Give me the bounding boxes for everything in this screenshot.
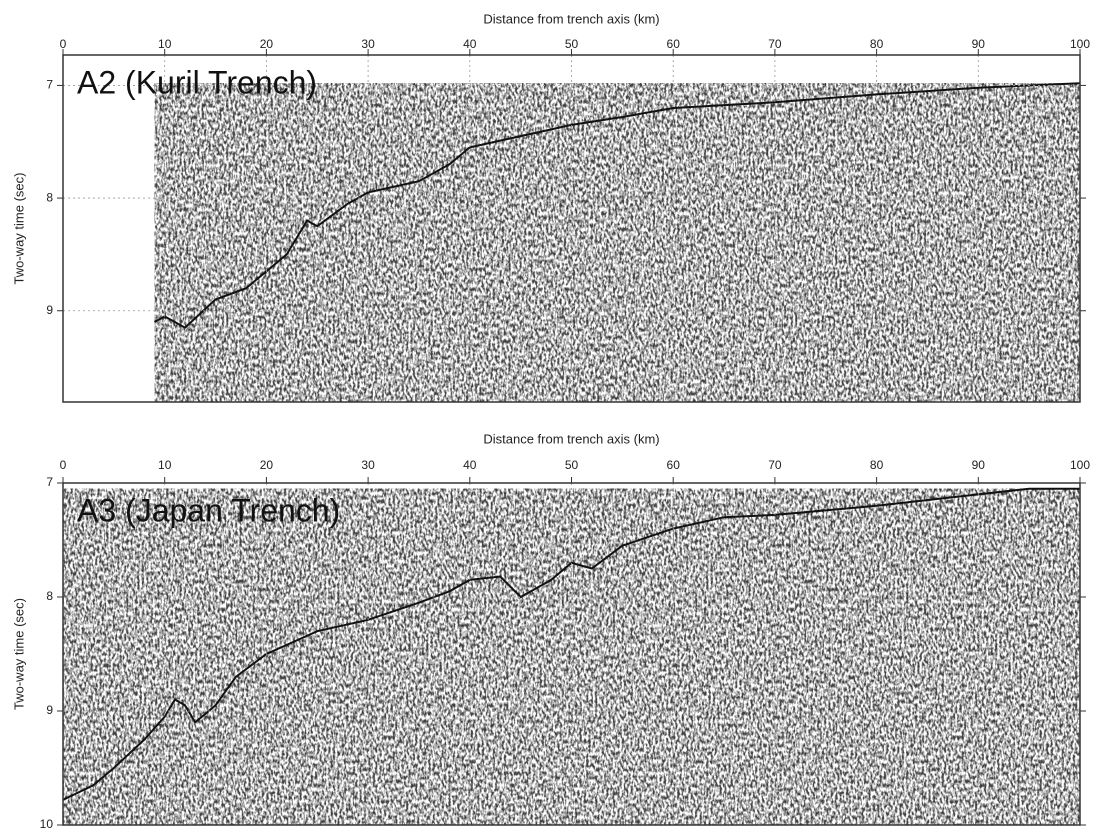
x-tick-label: 60 [667,458,681,472]
y-tick-label: 8 [46,589,53,603]
x-tick-label: 0 [60,37,67,51]
x-tick-label: 100 [1070,37,1090,51]
x-tick-label: 0 [60,458,67,472]
x-tick-label: 10 [158,37,172,51]
x-tick-label: 40 [463,37,477,51]
x-tick-label: 30 [361,37,375,51]
panel: 0 10 20 30 40 50 60 70 80 90 100 7 8 9 Distance from t… [11,11,1090,402]
x-tick-label: 80 [870,37,884,51]
x-axis-title: Distance from trench axis (km) [483,431,659,446]
x-tick-label: 70 [768,37,782,51]
y-tick-label: 9 [46,303,53,317]
y-tick-label: 7 [46,78,53,92]
x-tick-label: 90 [972,37,986,51]
x-tick-label: 40 [463,458,477,472]
x-tick-label: 50 [565,458,579,472]
x-tick-label: 10 [158,458,172,472]
y-tick-label: 10 [40,817,54,831]
x-tick-label: 30 [361,458,375,472]
figure: 0102030405060708090100789Distance from t… [0,0,1100,832]
x-axis-title: Distance from trench axis (km) [483,11,659,26]
panel-label: A3 (Japan Trench) [77,492,340,528]
y-axis-title: Two-way time (sec) [11,173,26,285]
y-tick-label: 9 [46,703,53,717]
panel: 0 10 20 30 40 50 60 70 80 90 100 7 8 9 10 Distance from… [11,431,1090,831]
y-axis-title: Two-way time (sec) [11,598,26,710]
panel-label: A2 (Kuril Trench) [77,64,317,100]
x-tick-label: 100 [1070,458,1090,472]
x-tick-label: 70 [768,458,782,472]
x-tick-label: 80 [870,458,884,472]
x-tick-label: 20 [260,37,274,51]
y-tick-label: 8 [46,190,53,204]
x-tick-label: 20 [260,458,274,472]
y-tick-label: 7 [46,475,53,489]
x-tick-label: 60 [667,37,681,51]
x-tick-label: 90 [972,458,986,472]
x-tick-label: 50 [565,37,579,51]
